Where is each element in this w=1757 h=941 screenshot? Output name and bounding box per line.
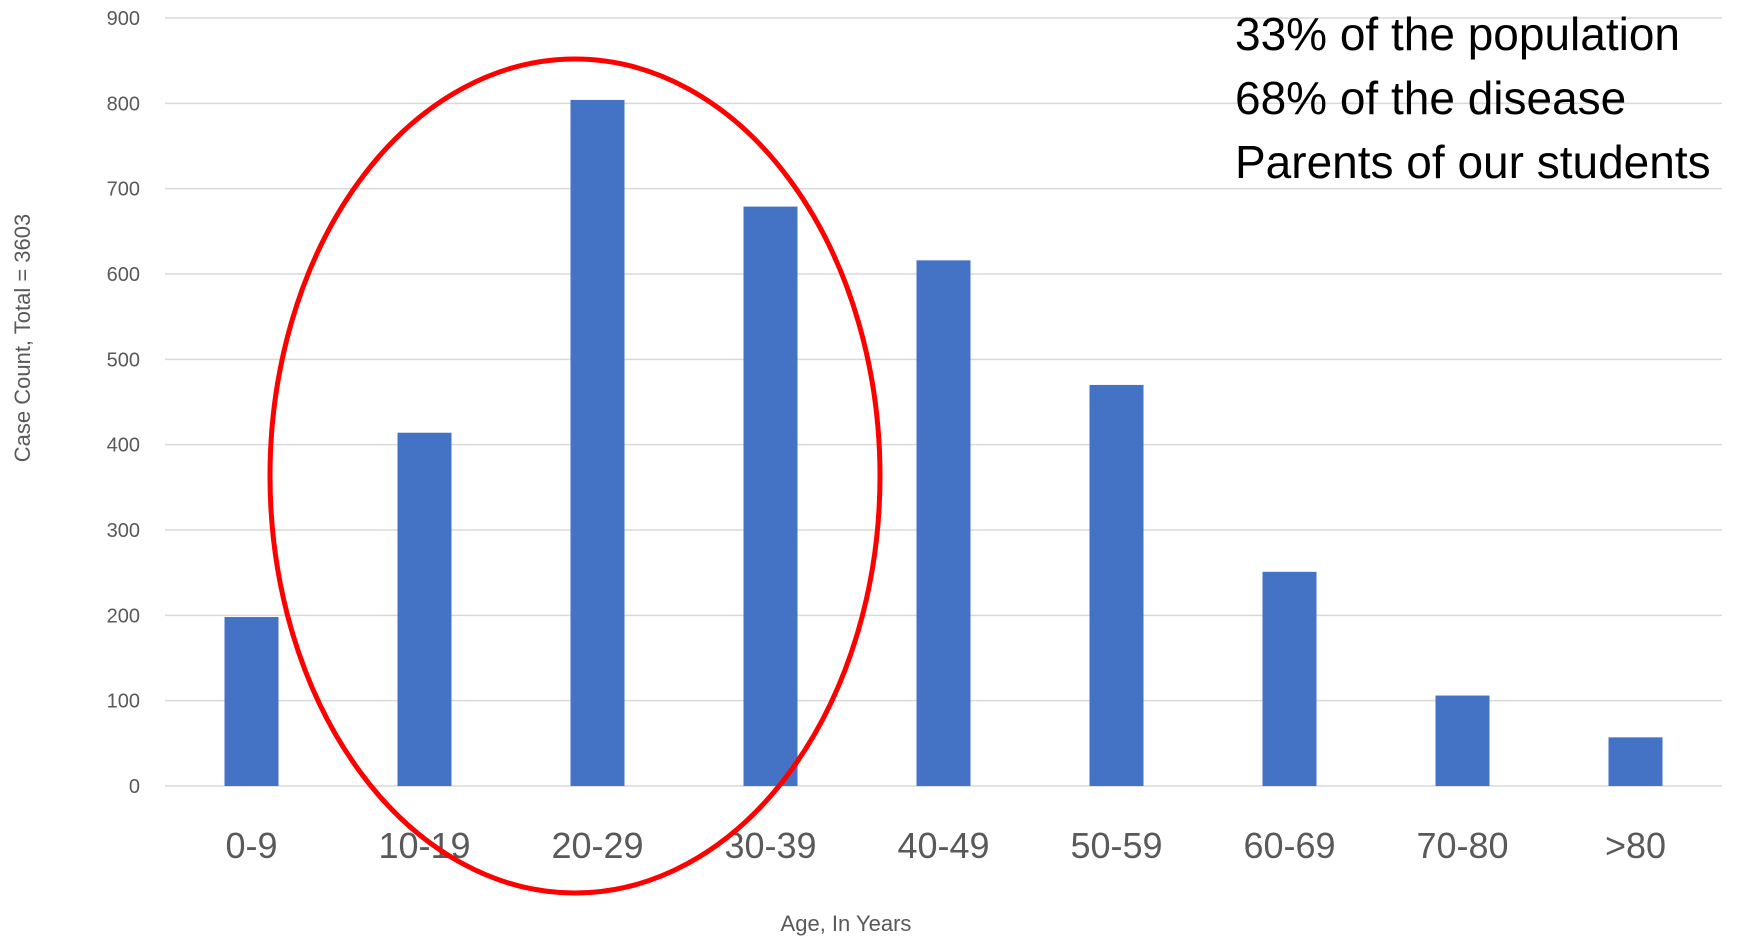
x-tick-label: 70-80	[1416, 825, 1508, 866]
x-tick-label: 40-49	[897, 825, 989, 866]
bar-50-59	[1089, 384, 1144, 786]
x-tick-label: 50-59	[1070, 825, 1162, 866]
y-tick-label: 900	[107, 8, 140, 30]
y-axis-title: Case Count, Total = 3603	[10, 214, 35, 463]
y-tick-label: 400	[107, 435, 140, 457]
y-tick-label: 600	[107, 264, 140, 286]
y-tick-labels: 0 100 200 300 400 500 600 700 800 900	[107, 8, 140, 798]
x-tick-label: >80	[1605, 825, 1666, 866]
y-tick-label: 700	[107, 179, 140, 201]
highlight-ellipse	[267, 56, 883, 896]
bar-20-29	[570, 99, 625, 787]
y-tick-label: 300	[107, 520, 140, 542]
bar--80	[1608, 737, 1663, 786]
x-tick-labels: 0-9 10-19 20-29 30-39 40-49 50-59 60-69 70-80 >8…	[225, 825, 1666, 866]
x-tick-label: 0-9	[225, 825, 277, 866]
x-tick-label: 60-69	[1243, 825, 1335, 866]
x-axis-title: Age, In Years	[781, 911, 912, 936]
bar-10-19	[397, 432, 452, 786]
y-tick-label: 500	[107, 349, 140, 371]
bar-30-39	[743, 206, 798, 786]
x-tick-label: 20-29	[551, 825, 643, 866]
bar-40-49	[916, 260, 971, 786]
annotation-line: 68% of the disease	[1235, 72, 1626, 124]
x-tick-label: 30-39	[724, 825, 816, 866]
bar-0-9	[224, 617, 279, 786]
y-tick-label: 800	[107, 93, 140, 115]
y-tick-label: 100	[107, 691, 140, 713]
y-tick-label: 200	[107, 605, 140, 627]
y-tick-label: 0	[129, 776, 140, 798]
annotation-line: Parents of our students	[1235, 136, 1711, 188]
bar-60-69	[1262, 571, 1317, 786]
annotation-text: 33% of the population 68% of the disease P…	[1235, 8, 1711, 188]
annotation-line: 33% of the population	[1235, 8, 1680, 60]
bars	[224, 99, 1663, 787]
bar-70-80	[1435, 695, 1490, 786]
